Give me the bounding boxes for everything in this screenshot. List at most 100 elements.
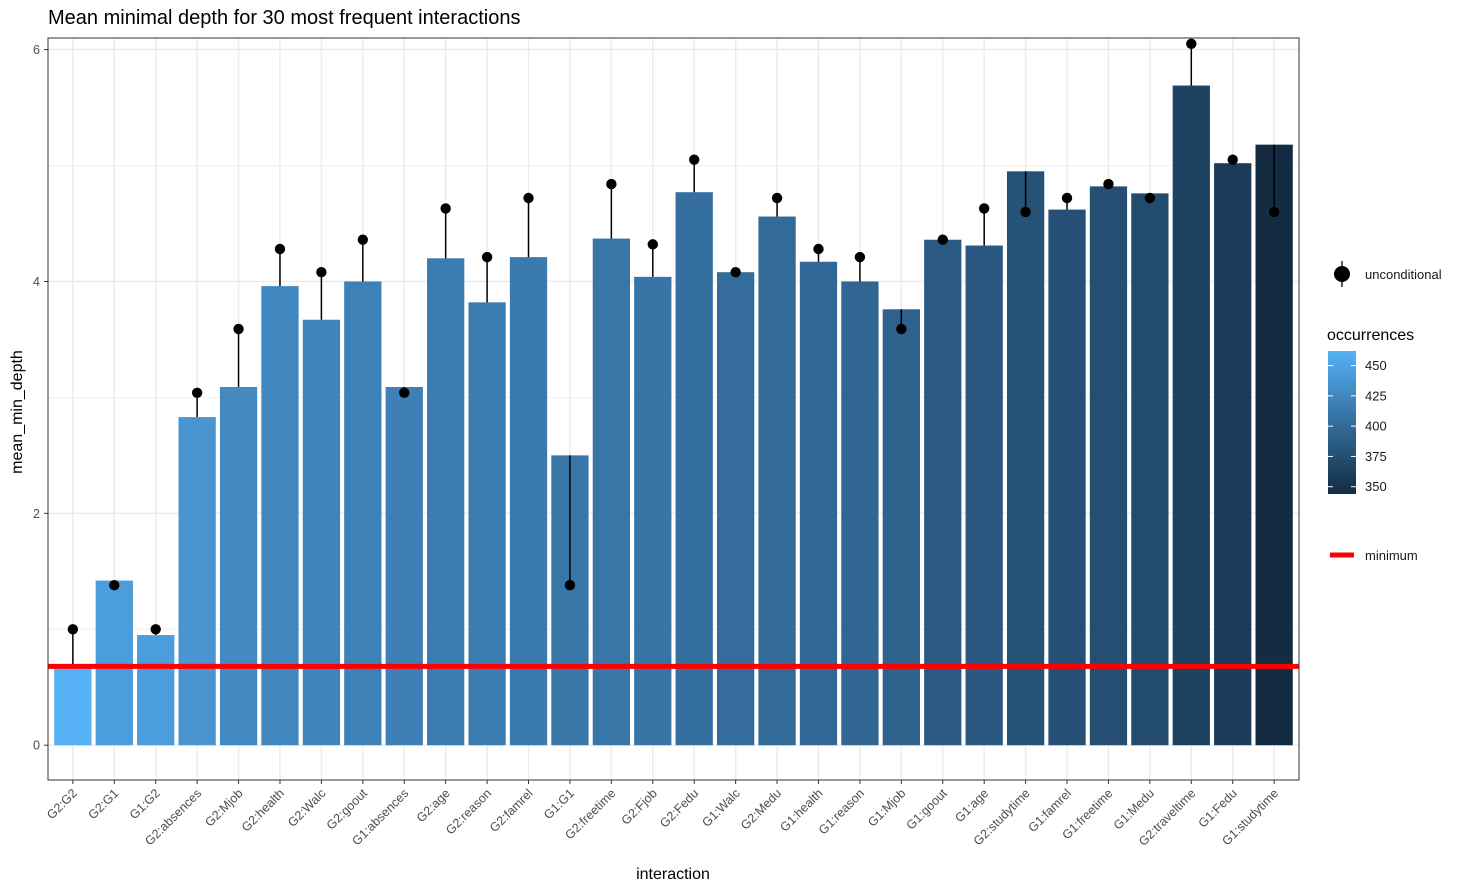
colorbar-tick-label: 375: [1365, 449, 1387, 464]
point-g1-freetime: [1103, 178, 1114, 190]
point-g2-fjob: [647, 239, 658, 250]
x-tick-label: G2:age: [414, 786, 453, 825]
point-g1-health: [813, 243, 824, 255]
bar-g2-reason: [468, 302, 506, 746]
point-g2-goout: [357, 234, 369, 245]
x-tick-label: G1:G1: [541, 786, 577, 822]
legend-unconditional-point: [1334, 266, 1350, 282]
x-tick-label: G1:goout: [904, 786, 951, 833]
bar-g1-freetime: [1089, 186, 1128, 746]
point-g1-walc: [730, 266, 741, 278]
bar-g2-health: [261, 286, 299, 746]
y-axis-title: mean_min_depth: [9, 350, 26, 474]
x-tick-label: G2:Walc: [285, 786, 328, 829]
bar-g2-g2: [54, 666, 92, 746]
legend-minimum: minimum: [1330, 548, 1418, 563]
y-tick-label: 0: [33, 739, 40, 753]
bar-g1-medu: [1131, 193, 1169, 746]
colorbar-tick-label: 450: [1365, 358, 1387, 373]
bar-g2-absences: [178, 417, 216, 746]
point-g1-fedu: [1227, 154, 1238, 165]
bar-g2-g1: [95, 580, 133, 746]
x-tick-label: G1:reason: [816, 786, 867, 837]
bar-g1-mjob: [882, 309, 920, 746]
legend-occurrences: occurrences 350 375 400 425 450: [1327, 327, 1414, 494]
point-g1-medu: [1144, 192, 1156, 204]
colorbar-tick-label: 425: [1365, 388, 1387, 403]
bar-g2-fedu: [675, 192, 713, 746]
point-g2-fedu: [689, 154, 700, 165]
point-g1-g2: [150, 624, 161, 635]
point-g2-age: [440, 203, 451, 214]
bar-g1-reason: [841, 281, 879, 746]
bar-g1-absences: [385, 386, 423, 746]
bar-g2-traveltime: [1172, 85, 1210, 746]
bar-g1-g2: [137, 635, 175, 746]
bar-g1-walc: [716, 272, 755, 746]
legend: unconditional occurrences 350 375 400 425 45…: [1327, 261, 1442, 563]
point-g2-studytime: [1020, 206, 1031, 218]
bar-g1-fedu: [1214, 163, 1252, 746]
point-g2-medu: [771, 192, 783, 204]
bar-g2-walc: [302, 319, 341, 746]
bar-g1-age: [965, 245, 1003, 746]
colorbar-tick-label: 350: [1365, 479, 1387, 494]
x-tick-label: G2:Fedu: [657, 786, 701, 830]
x-tick-label: G1:Mjob: [865, 786, 908, 829]
point-g2-reason: [481, 251, 493, 263]
bar-g1-famrel: [1048, 209, 1086, 746]
legend-colorbar: 350 375 400 425 450: [1328, 351, 1387, 494]
legend-unconditional: unconditional: [1334, 261, 1442, 287]
point-g2-freetime: [606, 178, 617, 190]
bar-g2-freetime: [592, 238, 631, 746]
point-g2-g1: [109, 580, 120, 591]
bar-g1-health: [799, 261, 838, 746]
x-tick-label: G1:age: [952, 786, 991, 825]
legend-minimum-label: minimum: [1365, 548, 1418, 563]
chart-title: Mean minimal depth for 30 most frequent …: [48, 7, 520, 29]
point-g2-absences: [191, 387, 203, 398]
point-g1-goout: [937, 234, 948, 245]
bar-g1-studytime: [1255, 144, 1293, 746]
x-axis-title: interaction: [636, 866, 710, 883]
colorbar-tick-label: 400: [1365, 419, 1387, 434]
y-tick-label: 6: [33, 43, 40, 57]
point-g1-age: [978, 203, 990, 214]
point-g1-famrel: [1061, 192, 1073, 204]
bar-g2-medu: [758, 216, 796, 746]
x-axis-ticks: G2:G2 G2:G1 G1:G2G2:absencesG2:MjobG2:heal…: [44, 780, 1281, 849]
x-tick-label: G2:Fjob: [619, 786, 660, 827]
bar-g1-goout: [924, 239, 962, 746]
plot-panel-border: [47, 37, 1300, 781]
point-g2-walc: [316, 266, 327, 278]
x-tick-label: G2:famrel: [487, 786, 536, 835]
bar-g2-mjob: [219, 386, 258, 746]
point-g1-studytime: [1268, 206, 1280, 218]
bar-g2-goout: [344, 281, 382, 746]
legend-unconditional-label: unconditional: [1365, 267, 1442, 282]
bar-g2-studytime: [1006, 171, 1045, 746]
x-tick-label: G2:reason: [443, 786, 494, 837]
x-tick-label: G2:health: [239, 786, 287, 834]
point-g1-g1: [564, 580, 576, 591]
bar-g2-fjob: [634, 276, 672, 746]
x-tick-label: G2:G1: [85, 786, 121, 822]
point-g2-g2: [67, 624, 79, 635]
point-g1-reason: [854, 251, 866, 263]
y-tick-label: 4: [33, 275, 40, 289]
x-tick-label: G2:G2: [44, 786, 80, 822]
colorbar-gradient: [1328, 351, 1356, 494]
legend-occurrences-title: occurrences: [1327, 327, 1414, 344]
x-tick-label: G1:Walc: [699, 786, 742, 829]
point-g2-traveltime: [1186, 38, 1197, 49]
point-g1-mjob: [896, 323, 907, 335]
bar-g2-age: [427, 258, 465, 746]
point-g2-mjob: [233, 323, 244, 335]
x-tick-label: G1:G2: [127, 786, 163, 822]
unconditional-points: [67, 38, 1280, 635]
point-g2-famrel: [523, 192, 534, 204]
point-g2-health: [274, 243, 286, 255]
y-axis-ticks: 0 2 4 6: [33, 43, 48, 753]
y-tick-label: 2: [33, 507, 40, 521]
